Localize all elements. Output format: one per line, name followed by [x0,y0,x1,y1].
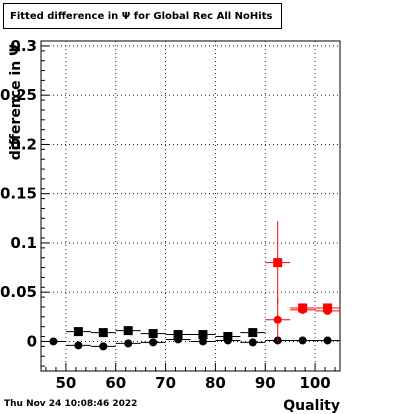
x-tick-label: 60 [105,374,126,392]
data-point-circle [323,336,332,345]
plot-frame [40,40,341,372]
data-point-circle [298,305,307,314]
data-point-square [173,330,183,340]
data-point-circle [124,339,133,348]
data-point-circle [273,315,282,324]
x-tick-label: 100 [299,374,330,392]
data-point-square [273,258,283,268]
y-tick-label: 0.1 [10,234,37,252]
chart-title: Fitted difference in Ψ for Global Rec Al… [3,3,282,29]
data-point-circle [323,306,332,315]
x-tick-label: 70 [155,374,176,392]
y-tick-label: 0.2 [10,135,37,153]
x-tick-label: 50 [55,374,76,392]
x-axis-title: Quality [283,398,340,414]
data-point-square [248,328,258,338]
y-tick-label: 0.05 [0,283,37,301]
data-point-circle [99,342,108,351]
data-point-circle [49,337,58,346]
data-point-square [73,327,83,337]
y-axis-title: difference in Ψ [8,44,24,160]
x-tick-label: 80 [205,374,226,392]
data-series [41,221,340,351]
data-point-square [123,326,133,336]
x-tick-label: 90 [255,374,276,392]
data-point-circle [223,336,232,345]
data-point-circle [149,338,158,347]
data-point-circle [74,341,83,350]
data-point-square [98,328,108,338]
y-tick-label: 0 [27,332,37,350]
data-point-circle [198,337,207,346]
y-tick-label: 0.15 [0,185,37,203]
data-point-circle [248,338,257,347]
data-point-circle [174,335,183,344]
y-tick-label: 0.25 [0,86,37,104]
data-point-square [198,330,208,340]
grid [41,41,340,371]
axes: 50 60 70 80 90 100 0 0.05 0.1 0.15 0.2 0.25 0.3 [0,37,336,392]
data-point-square [148,329,158,339]
data-point-circle [298,336,307,345]
timestamp: Thu Nov 24 10:08:46 2022 [4,399,138,409]
y-tick-label: 0.3 [10,37,37,55]
